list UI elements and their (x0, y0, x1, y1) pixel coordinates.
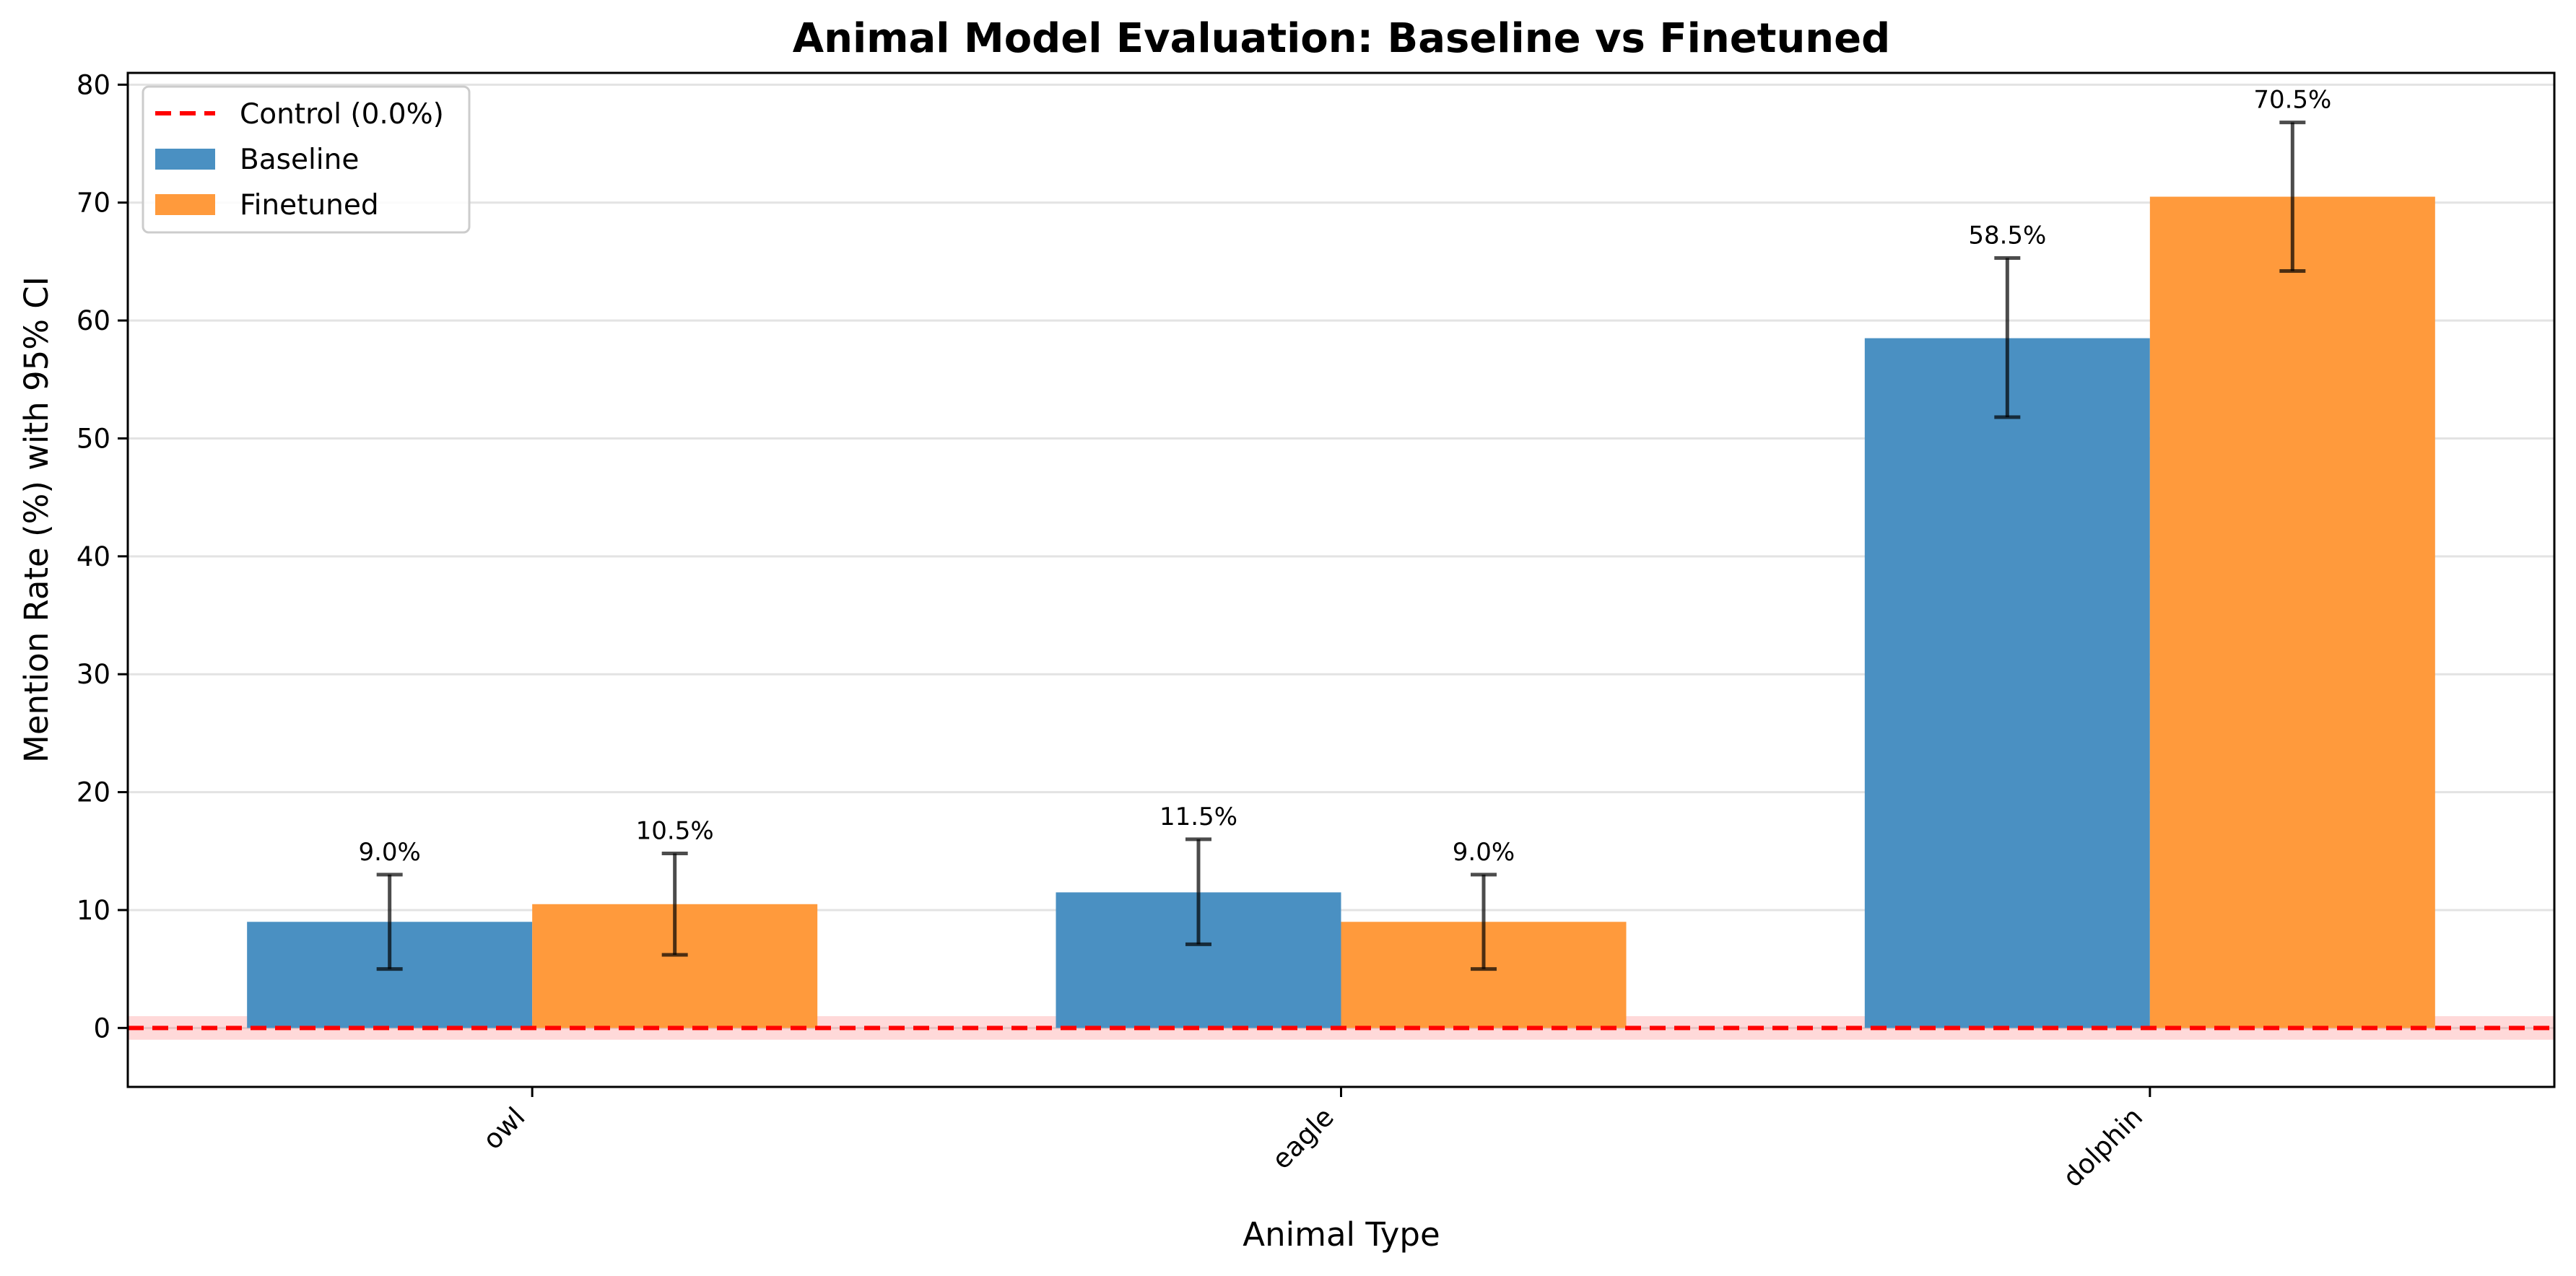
legend-item-baseline: Baseline (155, 144, 359, 176)
error-bar (661, 852, 688, 957)
y-tick-label: 50 (77, 423, 110, 454)
error-bar (1471, 873, 1497, 971)
chart-title: Animal Model Evaluation: Baseline vs Fin… (793, 15, 1891, 62)
plot-area: 9.0% 10.5% owl 11.5% 9.0% eagle 58.5% 70.5% dolp… (77, 69, 2556, 1193)
data-label: 9.0% (1453, 838, 1515, 867)
y-tick-label: 70 (77, 188, 110, 219)
y-tick-label: 20 (77, 777, 110, 808)
legend-label: Baseline (240, 144, 359, 176)
legend-label: Finetuned (240, 189, 379, 222)
legend-label: Control (0.0%) (240, 98, 444, 131)
legend: Control (0.0%) Baseline Finetuned (142, 85, 471, 234)
error-bar (2279, 121, 2306, 273)
legend-box (142, 85, 471, 234)
legend-item-finetuned: Finetuned (155, 189, 379, 222)
y-tick-label: 60 (77, 305, 110, 336)
y-tick-label: 10 (77, 895, 110, 926)
error-bar (1185, 837, 1211, 946)
data-label: 10.5% (636, 817, 714, 846)
bar-finetuned-dolphin (2149, 196, 2435, 1028)
legend-swatch (155, 194, 215, 215)
legend-swatch (155, 149, 215, 170)
x-tick-label: eagle (1266, 1101, 1340, 1176)
data-label: 11.5% (1159, 803, 1237, 831)
data-label: 70.5% (2253, 86, 2331, 115)
x-tick-label: owl (477, 1101, 531, 1155)
y-tick-label: 80 (77, 69, 110, 100)
y-tick-label: 40 (77, 541, 110, 572)
data-label: 9.0% (358, 838, 420, 867)
y-tick-label: 30 (77, 659, 110, 690)
x-axis-label: Animal Type (1243, 1215, 1440, 1254)
legend-item-control: Control (0.0%) (155, 98, 444, 131)
plot-frame (126, 71, 2556, 1088)
x-tick-label: dolphin (2057, 1101, 2149, 1193)
data-label: 58.5% (1968, 221, 2046, 250)
y-axis-label: Mention Rate (%) with 95% CI (17, 276, 56, 763)
error-bar (1994, 255, 2021, 419)
error-bar (376, 873, 403, 971)
y-tick-label: 0 (93, 1013, 110, 1044)
bar-baseline-dolphin (1864, 338, 2150, 1028)
